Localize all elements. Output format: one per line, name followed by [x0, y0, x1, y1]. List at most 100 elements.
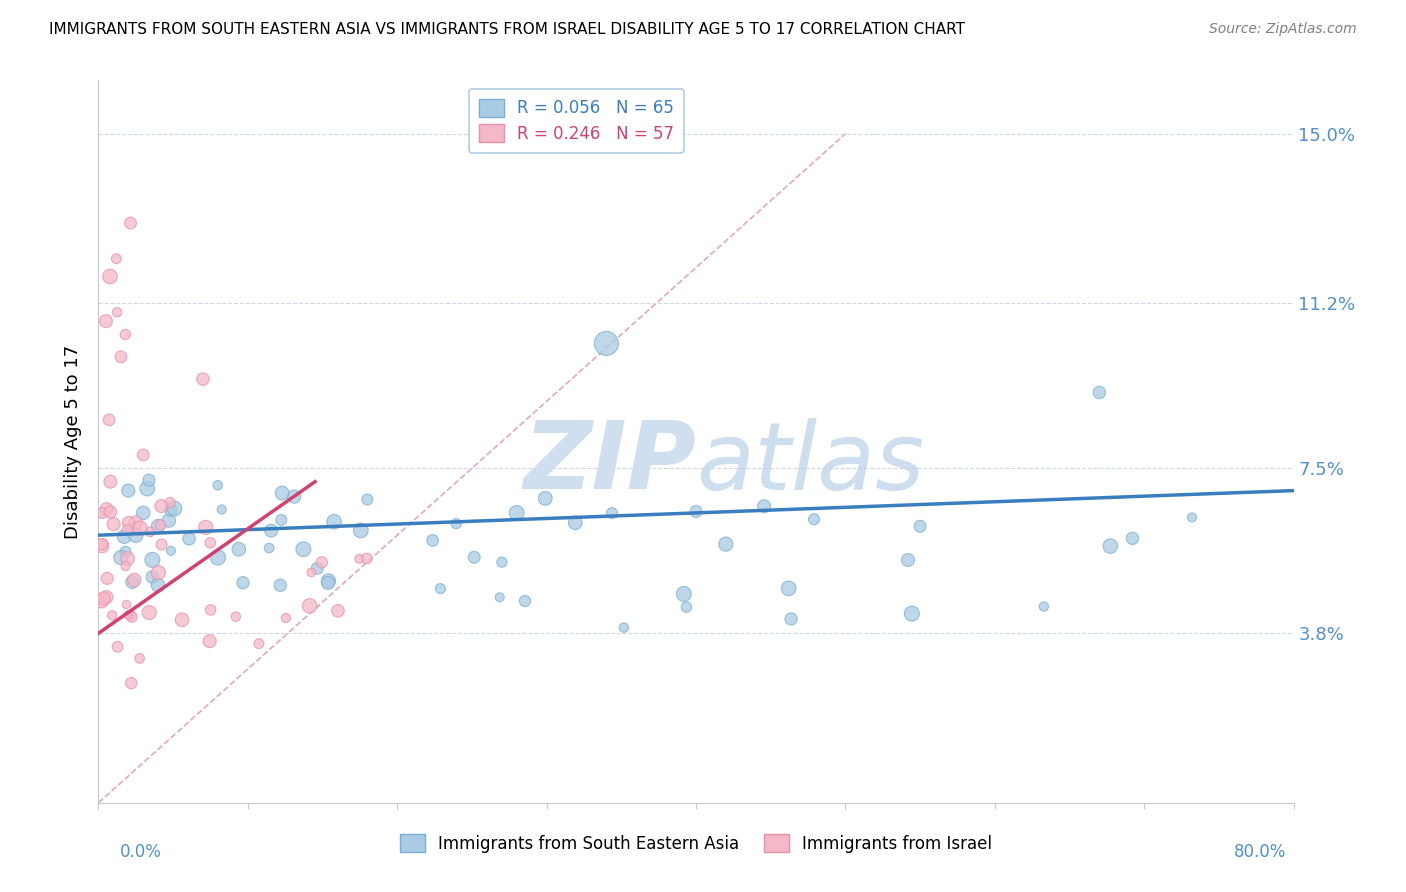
Point	[675, 600, 697, 615]
Point	[672, 587, 695, 601]
Point	[159, 503, 181, 517]
Point	[356, 551, 378, 566]
Point	[901, 607, 924, 621]
Point	[117, 551, 139, 566]
Point	[117, 483, 139, 498]
Point	[564, 516, 586, 530]
Point	[299, 566, 322, 580]
Point	[129, 521, 152, 535]
Point	[685, 504, 707, 518]
Point	[225, 609, 247, 624]
Point	[307, 561, 329, 575]
Point	[100, 505, 122, 519]
Point	[349, 551, 371, 566]
Point	[228, 542, 250, 557]
Point	[146, 578, 169, 592]
Text: 0.0%: 0.0%	[120, 843, 162, 861]
Point	[232, 575, 254, 590]
Point	[120, 676, 142, 690]
Point	[191, 372, 214, 386]
Point	[200, 603, 222, 617]
Point	[120, 608, 142, 623]
Point	[101, 608, 124, 623]
Point	[105, 305, 128, 319]
Point	[1032, 599, 1054, 614]
Point	[118, 516, 141, 530]
Point	[356, 492, 378, 507]
Point	[323, 515, 346, 529]
Legend: Immigrants from South Eastern Asia, Immigrants from Israel: Immigrants from South Eastern Asia, Immi…	[392, 828, 1000, 860]
Text: ZIP: ZIP	[523, 417, 696, 509]
Point	[110, 550, 132, 565]
Point	[91, 506, 114, 520]
Point	[350, 524, 373, 538]
Text: Source: ZipAtlas.com: Source: ZipAtlas.com	[1209, 22, 1357, 37]
Point	[98, 269, 121, 284]
Point	[1099, 539, 1122, 553]
Point	[117, 524, 139, 538]
Text: 80.0%: 80.0%	[1234, 843, 1286, 861]
Point	[121, 609, 143, 624]
Point	[94, 314, 117, 328]
Point	[463, 550, 485, 565]
Point	[247, 637, 270, 651]
Point	[124, 516, 146, 530]
Point	[908, 519, 931, 533]
Point	[163, 501, 186, 516]
Point	[150, 499, 173, 513]
Point	[96, 502, 118, 516]
Point	[754, 500, 776, 514]
Point	[128, 651, 150, 665]
Point	[98, 475, 122, 489]
Point	[1121, 531, 1143, 545]
Point	[107, 640, 129, 654]
Point	[194, 520, 217, 534]
Point	[103, 517, 125, 532]
Point	[136, 482, 159, 496]
Point	[160, 543, 183, 558]
Text: IMMIGRANTS FROM SOUTH EASTERN ASIA VS IMMIGRANTS FROM ISRAEL DISABILITY AGE 5 TO: IMMIGRANTS FROM SOUTH EASTERN ASIA VS IM…	[49, 22, 965, 37]
Point	[138, 606, 160, 620]
Point	[270, 513, 292, 527]
Point	[292, 542, 315, 557]
Point	[1181, 510, 1204, 524]
Point	[114, 544, 136, 558]
Point	[177, 532, 200, 546]
Point	[534, 491, 557, 506]
Point	[114, 559, 136, 574]
Point	[132, 448, 155, 462]
Point	[316, 575, 339, 590]
Point	[141, 570, 163, 584]
Point	[148, 566, 170, 580]
Point	[283, 490, 305, 504]
Point	[96, 590, 118, 604]
Point	[159, 496, 181, 510]
Point	[429, 582, 451, 596]
Point	[105, 252, 128, 266]
Point	[120, 216, 142, 230]
Point	[444, 516, 467, 531]
Point	[260, 524, 283, 538]
Y-axis label: Disability Age 5 to 17: Disability Age 5 to 17	[65, 344, 83, 539]
Point	[318, 574, 340, 588]
Point	[200, 535, 222, 549]
Point	[422, 533, 444, 548]
Point	[326, 604, 349, 618]
Point	[311, 555, 333, 569]
Point	[157, 514, 180, 528]
Point	[897, 553, 920, 567]
Point	[170, 613, 193, 627]
Point	[90, 593, 112, 607]
Point	[600, 506, 623, 520]
Point	[506, 506, 529, 520]
Point	[513, 594, 536, 608]
Point	[132, 506, 155, 520]
Point	[714, 537, 737, 551]
Point	[141, 553, 163, 567]
Point	[121, 574, 143, 589]
Point	[114, 327, 136, 342]
Point	[491, 555, 513, 569]
Point	[780, 612, 803, 626]
Point	[1088, 385, 1111, 400]
Point	[269, 578, 291, 592]
